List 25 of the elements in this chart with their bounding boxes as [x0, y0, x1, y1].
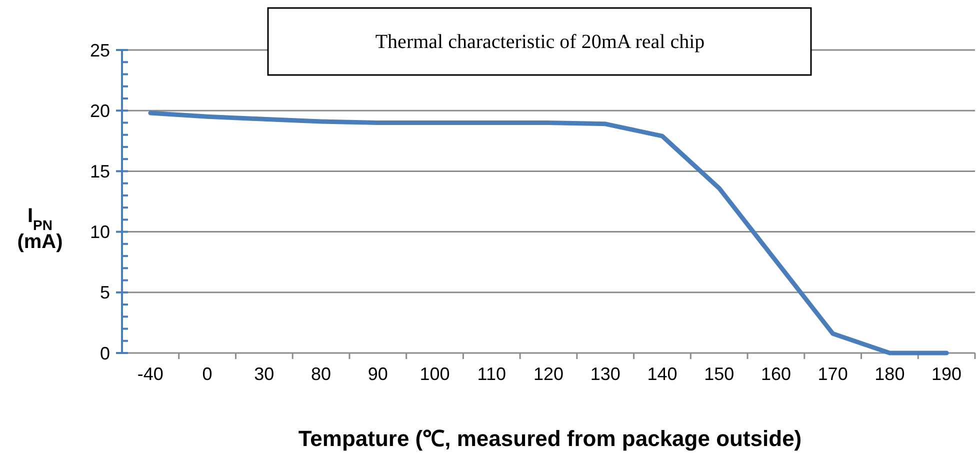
y-tick-label: 10 [90, 222, 110, 242]
x-tick-label: 110 [477, 364, 506, 384]
chart-title: Thermal characteristic of 20mA real chip [375, 31, 705, 53]
x-tick-label: 150 [704, 364, 734, 384]
x-tick-label: 80 [311, 364, 332, 384]
x-tick-label: 90 [368, 364, 388, 384]
x-tick-label: 160 [760, 364, 791, 384]
x-tick-label: 180 [874, 364, 905, 384]
x-tick-label: 190 [932, 364, 962, 384]
y-tick-label: 15 [90, 162, 110, 182]
x-tick-label: 170 [818, 364, 848, 384]
y-tick-label: 25 [90, 40, 110, 60]
x-tick-label: 0 [202, 364, 212, 384]
x-tick-label: 100 [420, 364, 450, 384]
y-tick-label: 20 [90, 100, 110, 121]
y-axis-title: I$_{PN}$ (mA) [17, 205, 63, 253]
x-tick-label: 30 [254, 364, 274, 384]
x-axis-title: Tempature (℃, measured from package outside) [298, 426, 802, 451]
line-series [148, 110, 949, 356]
x-tick-label: -40 [137, 364, 164, 384]
x-tick-label: 130 [590, 364, 620, 384]
x-tick-label: 140 [647, 364, 678, 384]
y-tick-label: 5 [100, 282, 110, 303]
x-tick-label: 120 [533, 364, 564, 384]
y-tick-label: 0 [100, 343, 110, 364]
